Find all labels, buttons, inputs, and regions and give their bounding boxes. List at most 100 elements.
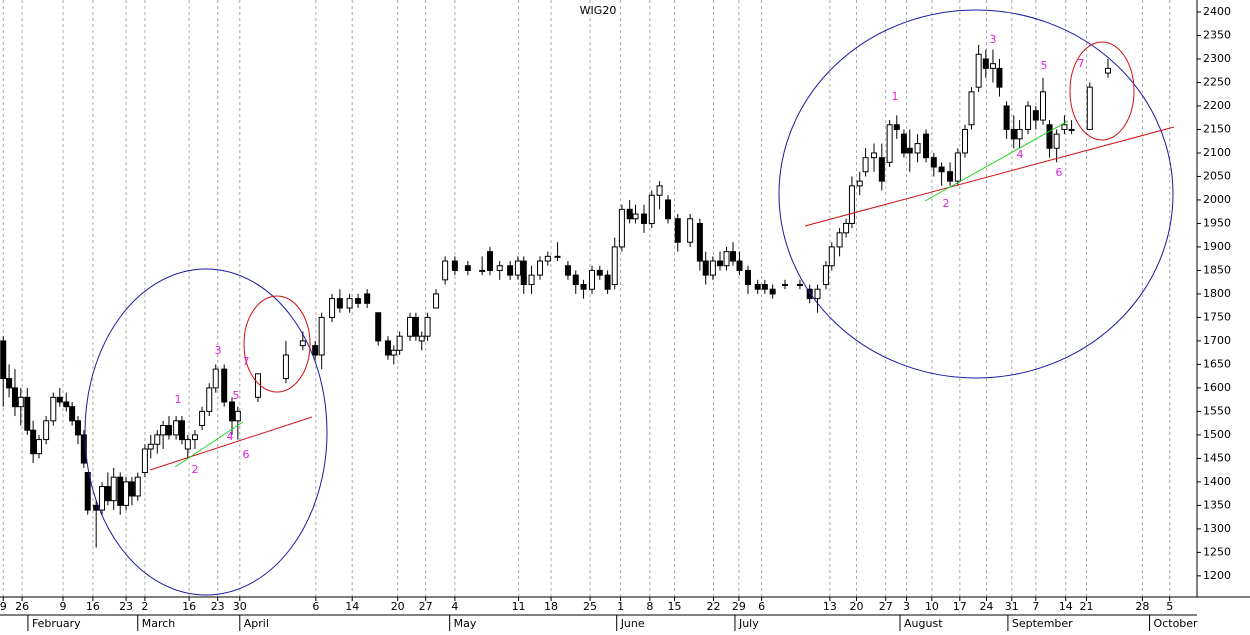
candle-body xyxy=(160,424,167,436)
month-label: August xyxy=(904,617,943,630)
x-tick-label: 9 xyxy=(0,600,7,613)
candle-body xyxy=(412,316,419,337)
month-label: July xyxy=(738,617,759,630)
chart-title: WIG20 xyxy=(580,4,617,17)
candle-body xyxy=(554,255,561,258)
candle-body xyxy=(717,260,724,267)
candle-body xyxy=(312,345,319,356)
x-tick-label: 23 xyxy=(119,600,133,613)
candle-body xyxy=(184,439,191,450)
candle-body xyxy=(528,274,535,286)
y-tick-label: 1700 xyxy=(1203,334,1231,347)
candle-body xyxy=(346,298,353,309)
x-tick-label: 5 xyxy=(1166,600,1173,613)
y-tick-label: 1650 xyxy=(1203,357,1231,370)
candle-body xyxy=(69,406,76,422)
candle-body xyxy=(843,222,850,234)
candle-body xyxy=(110,476,117,502)
candle-body xyxy=(640,213,647,224)
candle-body xyxy=(989,63,996,69)
x-tick-label: 10 xyxy=(925,600,939,613)
candle-body xyxy=(11,387,18,408)
y-tick-label: 1450 xyxy=(1203,451,1231,464)
candle-body xyxy=(1086,86,1093,130)
candle-body xyxy=(63,401,70,408)
candle-body xyxy=(962,128,969,154)
candle-body xyxy=(329,298,336,318)
candle-body xyxy=(996,67,1003,88)
candle-body xyxy=(1016,128,1023,140)
y-tick-label: 1350 xyxy=(1203,498,1231,511)
candle-body xyxy=(769,288,776,295)
wave-label: 2 xyxy=(192,463,199,476)
y-tick-label: 1900 xyxy=(1203,240,1231,253)
y-tick-label: 1850 xyxy=(1203,263,1231,276)
candle-body xyxy=(84,471,91,511)
candle-body xyxy=(424,316,431,337)
candle-body xyxy=(886,124,893,163)
wave-label: 5 xyxy=(1041,59,1048,72)
candle-body xyxy=(336,298,343,309)
candle-body xyxy=(906,147,913,154)
candle-body xyxy=(117,476,124,506)
candle-body xyxy=(407,316,414,337)
candle-body xyxy=(486,251,493,271)
wave-label: 5 xyxy=(233,389,240,402)
candle-body xyxy=(893,124,900,130)
y-tick-label: 2000 xyxy=(1203,193,1231,206)
x-tick-label: 6 xyxy=(312,600,319,613)
candle-body xyxy=(318,316,325,356)
candle-body xyxy=(687,218,694,243)
candle-body xyxy=(507,265,514,276)
x-tick-label: 14 xyxy=(1059,600,1073,613)
candle-body xyxy=(128,481,135,497)
x-tick-label: 6 xyxy=(758,600,765,613)
x-tick-label: 21 xyxy=(1080,600,1094,613)
candle-body xyxy=(451,260,458,271)
x-tick-label: 13 xyxy=(823,600,837,613)
candle-body xyxy=(384,340,391,356)
candle-body xyxy=(836,232,843,248)
x-tick-label: 24 xyxy=(979,600,993,613)
candle-body xyxy=(191,434,198,441)
candle-body xyxy=(871,152,878,159)
candle-body xyxy=(479,269,486,272)
x-tick-label: 15 xyxy=(668,600,682,613)
x-tick-label: 20 xyxy=(849,600,863,613)
x-tick-label: 25 xyxy=(583,600,597,613)
candle-body xyxy=(796,284,803,287)
candle-body xyxy=(1046,124,1053,149)
x-tick-label: 17 xyxy=(953,600,967,613)
candle-body xyxy=(982,58,989,69)
candle-body xyxy=(878,157,885,182)
candle-body xyxy=(1068,128,1075,131)
x-tick-label: 23 xyxy=(211,600,225,613)
candle-body xyxy=(355,298,362,304)
circle xyxy=(84,268,328,596)
candle-body xyxy=(496,265,503,271)
y-tick-label: 1750 xyxy=(1203,310,1231,323)
y-tick-label: 1300 xyxy=(1203,522,1231,535)
candle-body xyxy=(43,420,50,441)
wave-label: 6 xyxy=(1056,166,1063,179)
y-tick-label: 2300 xyxy=(1203,52,1231,65)
y-tick-label: 2200 xyxy=(1203,99,1231,112)
candle-body xyxy=(537,260,544,276)
candle-body xyxy=(24,396,31,431)
y-tick-label: 1200 xyxy=(1203,569,1231,582)
y-tick-label: 1250 xyxy=(1203,545,1231,558)
candle-body xyxy=(6,377,13,389)
candle-body xyxy=(900,133,907,154)
x-tick-label: 8 xyxy=(646,600,653,613)
y-tick-label: 1400 xyxy=(1203,475,1231,488)
x-tick-label: 22 xyxy=(707,600,721,613)
month-label: September xyxy=(1012,617,1073,630)
x-tick-label: 14 xyxy=(345,600,359,613)
candle-body xyxy=(761,284,768,290)
candle-body xyxy=(856,180,863,187)
candle-body xyxy=(648,194,655,224)
candle-body xyxy=(730,251,737,262)
y-tick-label: 1950 xyxy=(1203,216,1231,229)
candle-body xyxy=(50,396,57,422)
